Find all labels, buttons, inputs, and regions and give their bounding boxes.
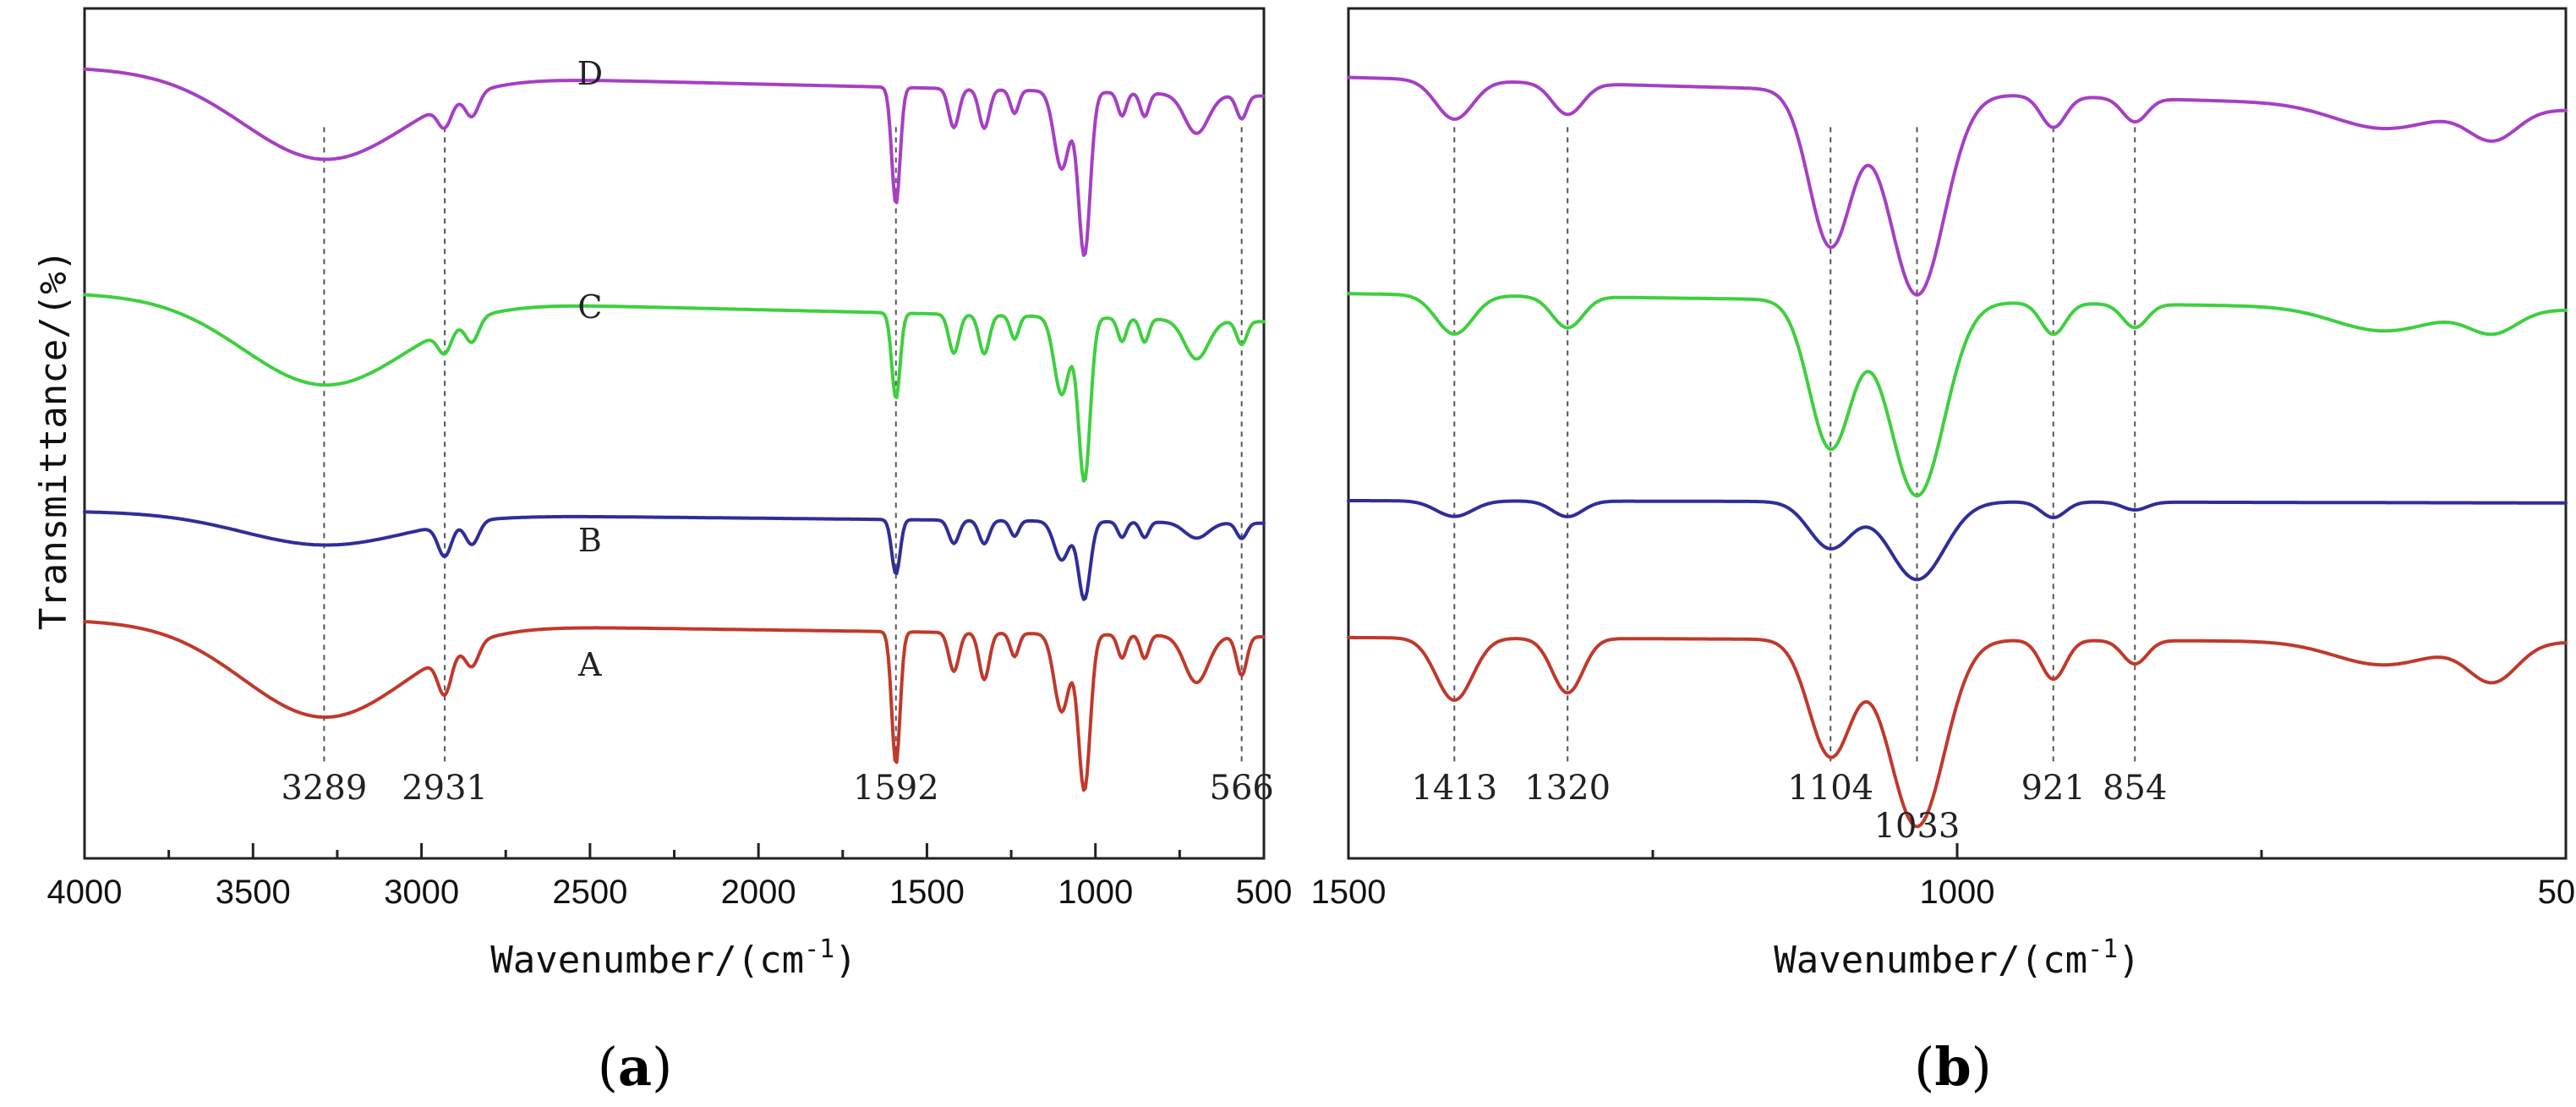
x-tick-label: 2000	[721, 874, 796, 911]
x-tick-label: 3500	[216, 874, 291, 911]
panel-b-frame	[1347, 7, 2568, 860]
panel-a-chart: D C B A 3289 2931 1592 566 4000 3500 3000 2500 200…	[47, 7, 1293, 1098]
series-line-D	[83, 67, 1266, 257]
series-label-B: B	[578, 522, 602, 559]
peak-label: 1592	[853, 769, 939, 808]
peak-label: 2931	[402, 769, 488, 808]
x-tick-label: 3000	[384, 874, 459, 911]
panel-b-caption: (b)	[1914, 1036, 1992, 1098]
x-tick-label: 500	[1236, 874, 1293, 911]
panel-b-peak-markers	[1453, 127, 2136, 765]
peak-label: 1104	[1787, 769, 1873, 808]
series-line-B	[1347, 499, 2568, 582]
series-line-C	[1347, 292, 2568, 498]
x-tick-label: 1500	[889, 874, 965, 911]
peak-label: 1320	[1524, 769, 1611, 808]
peak-label: 921	[2021, 769, 2086, 808]
y-axis-title: Transmittance/(%)	[32, 249, 75, 630]
peak-label: 3289	[281, 769, 367, 808]
x-tick-label: 500	[2538, 874, 2576, 911]
series-line-A	[83, 620, 1266, 792]
series-line-C	[83, 293, 1266, 483]
panel-a-x-axis-title: Wavenumber/(cm-1)	[490, 934, 857, 982]
panel-a-caption: (a)	[598, 1036, 673, 1098]
panel-a-series-labels: D C B A	[577, 55, 603, 683]
peak-label: 1033	[1874, 807, 1961, 846]
series-label-A: A	[577, 646, 602, 683]
x-tick-label: 1500	[1311, 874, 1386, 911]
series-line-B	[83, 510, 1266, 601]
series-line-D	[1347, 75, 2568, 297]
panel-a-peak-markers	[323, 127, 1243, 765]
panel-a-peak-labels: 3289 2931 1592 566	[281, 769, 1273, 808]
x-tick-label: 1000	[1058, 874, 1133, 911]
panel-a-x-tick-labels: 4000 3500 3000 2500 2000 1500 1000 500	[47, 874, 1293, 911]
panel-b-x-tick-labels: 1500 1000 500	[1311, 874, 2576, 911]
panel-a-curves	[83, 67, 1266, 792]
panel-b-x-ticks	[1347, 843, 2568, 858]
series-line-A	[1347, 635, 2568, 829]
panel-b-x-axis-title: Wavenumber/(cm-1)	[1774, 934, 2141, 982]
series-label-C: C	[577, 288, 602, 326]
x-tick-label: 2500	[552, 874, 627, 911]
series-label-D: D	[577, 55, 603, 92]
peak-label: 1413	[1411, 769, 1497, 808]
panel-a-x-ticks	[83, 843, 1266, 858]
peak-label: 566	[1210, 769, 1274, 808]
x-tick-label: 4000	[47, 874, 123, 911]
x-tick-label: 1000	[1920, 874, 1995, 911]
panel-b-curves	[1347, 75, 2568, 829]
peak-label: 854	[2103, 769, 2167, 808]
